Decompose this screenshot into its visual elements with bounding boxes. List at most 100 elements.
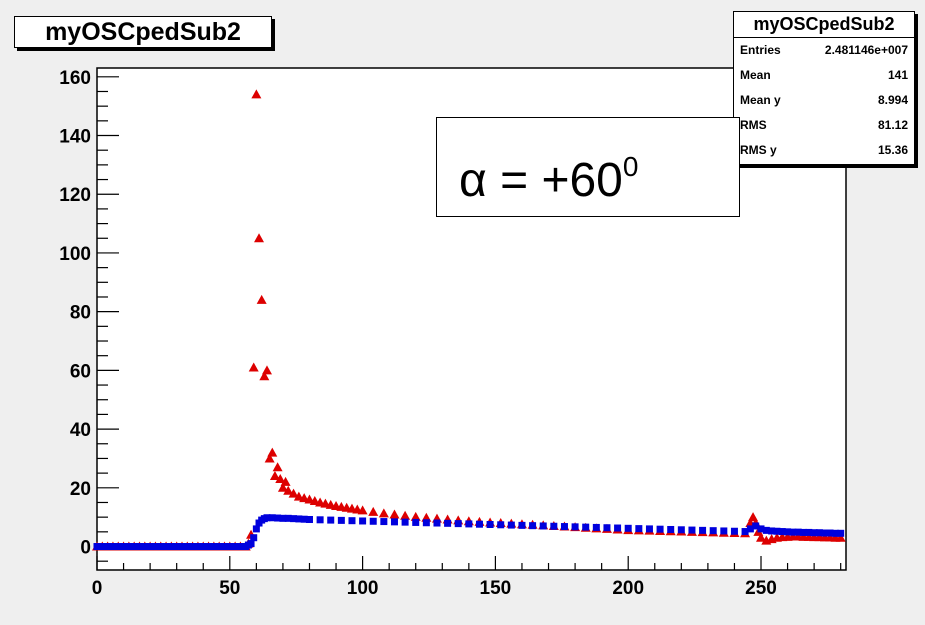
red-triangle-point: [275, 473, 286, 483]
red-triangle-point: [280, 476, 291, 486]
stat-label: Mean: [740, 68, 771, 82]
blue-square-point: [141, 543, 149, 551]
blue-square-point: [699, 526, 707, 534]
blue-square-point: [173, 543, 181, 551]
stat-value: 141: [887, 68, 908, 82]
blue-square-point: [290, 515, 298, 523]
x-tick-label: 0: [92, 578, 103, 599]
stat-row-entries: Entries 2.481146e+007: [734, 38, 914, 63]
blue-square-point: [507, 521, 515, 529]
blue-square-point: [300, 515, 308, 523]
red-triangle-point: [288, 488, 299, 498]
blue-square-point: [231, 543, 239, 551]
blue-square-point: [220, 543, 228, 551]
blue-square-point: [645, 525, 653, 533]
blue-square-point: [773, 527, 781, 535]
blue-square-point: [422, 519, 430, 527]
blue-square-point: [104, 543, 112, 551]
red-triangle-point: [410, 511, 421, 521]
stat-row-rms: RMS 81.12: [734, 113, 914, 138]
blue-square-point: [667, 525, 675, 533]
blue-square-point: [167, 543, 175, 551]
blue-square-point: [327, 516, 335, 524]
red-triangle-point: [254, 233, 265, 243]
x-tick-label: 250: [745, 578, 777, 599]
blue-square-point: [194, 543, 202, 551]
red-triangle-point: [378, 508, 389, 518]
blue-square-point: [688, 526, 696, 534]
blue-square-point: [444, 519, 452, 527]
blue-square-point: [390, 518, 398, 526]
blue-square-point: [810, 529, 818, 537]
red-triangle-point: [389, 509, 400, 519]
blue-square-point: [250, 534, 258, 542]
axis-ticks: 0 50 100 150 200 250 0 20 40 60 80 100 120 140 160: [59, 68, 842, 599]
stat-value: 8.994: [877, 93, 908, 107]
angle-annotation: α = +600: [436, 117, 740, 217]
blue-square-point: [746, 525, 754, 533]
blue-square-point: [433, 519, 441, 527]
red-triangle-point: [756, 532, 767, 542]
blue-square-point: [183, 543, 191, 551]
blue-square-point: [359, 517, 367, 525]
blue-square-point: [252, 525, 260, 533]
red-triangle-point: [357, 505, 368, 515]
blue-square-point: [741, 528, 749, 536]
blue-square-point: [465, 520, 473, 528]
blue-square-point: [98, 543, 106, 551]
blue-square-point: [768, 527, 776, 535]
y-tick-label: 20: [70, 479, 91, 500]
red-triangle-point: [267, 447, 278, 457]
blue-square-point: [497, 521, 505, 529]
blue-square-point: [412, 518, 420, 526]
blue-square-point: [709, 527, 717, 535]
blue-square-point: [279, 514, 287, 522]
stat-label: Entries: [740, 43, 781, 57]
red-triangle-point: [264, 453, 275, 463]
red-triangle-point: [261, 365, 272, 375]
blue-square-point: [582, 523, 590, 531]
stat-value: 15.36: [877, 143, 908, 157]
red-triangle-point: [272, 462, 283, 472]
blue-square-point: [778, 528, 786, 536]
blue-square-point: [337, 516, 345, 524]
red-triangle-point: [251, 89, 262, 99]
y-tick-label: 0: [80, 538, 91, 559]
blue-square-point: [624, 524, 632, 532]
blue-square-point: [151, 543, 159, 551]
x-tick-label: 150: [480, 578, 512, 599]
blue-square-point: [805, 528, 813, 536]
angle-text: α = +60: [459, 154, 623, 207]
stat-label: Mean y: [740, 93, 781, 107]
blue-square-point: [518, 521, 526, 529]
stat-row-mean-y: Mean y 8.994: [734, 88, 914, 113]
blue-square-point: [603, 524, 611, 532]
blue-square-point: [189, 543, 197, 551]
blue-square-point: [784, 528, 792, 536]
blue-square-point: [677, 526, 685, 534]
blue-square-point: [560, 523, 568, 531]
angle-superscript: 0: [622, 151, 639, 182]
y-tick-label: 120: [59, 185, 91, 206]
blue-square-point: [93, 543, 101, 551]
stat-label: RMS: [740, 118, 767, 132]
blue-square-point: [295, 515, 303, 523]
stats-title: myOSCpedSub2: [734, 12, 914, 38]
y-tick-label: 40: [70, 420, 91, 441]
blue-square-point: [305, 516, 313, 524]
red-triangle-point: [269, 471, 280, 481]
blue-square-point: [380, 518, 388, 526]
blue-square-point: [236, 543, 244, 551]
stat-row-mean: Mean 141: [734, 63, 914, 88]
red-triangle-point: [400, 510, 411, 520]
x-tick-label: 50: [219, 578, 240, 599]
x-tick-label: 200: [612, 578, 644, 599]
blue-square-point: [837, 529, 845, 537]
red-triangle-point: [256, 294, 267, 304]
blue-square-point: [369, 517, 377, 525]
blue-square-point: [656, 525, 664, 533]
blue-square-point: [130, 543, 138, 551]
red-triangle-point: [283, 485, 294, 495]
blue-square-point: [157, 543, 165, 551]
blue-square-point: [454, 520, 462, 528]
